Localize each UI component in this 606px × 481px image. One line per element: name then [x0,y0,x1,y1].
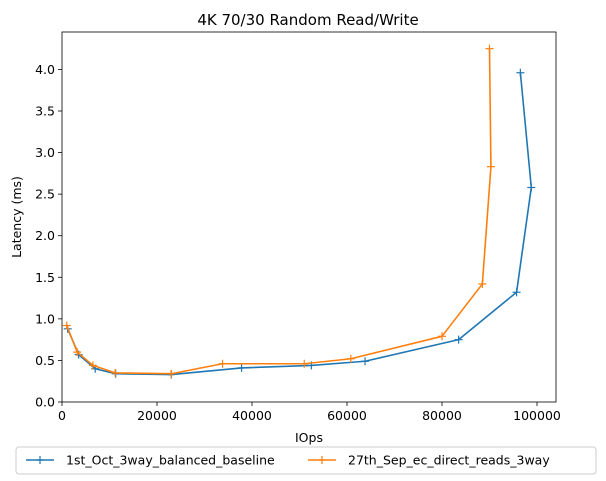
y-tick-label: 2.5 [35,187,55,202]
y-tick-label: 1.5 [35,270,55,285]
legend-label: 27th_Sep_ec_direct_reads_3way [348,453,550,468]
legend-label: 1st_Oct_3way_balanced_baseline [66,453,275,468]
y-tick-label: 2.0 [35,228,55,243]
series-line [66,72,533,376]
data-point [438,332,446,341]
legend-entry-1: 1st_Oct_3way_balanced_baseline [26,453,275,468]
data-point [73,348,82,357]
x-tick-label: 60000 [327,408,367,423]
series-1 [63,68,536,379]
series-2 [62,44,495,378]
data-point [478,279,487,288]
data-point [167,369,176,378]
y-tick-label: 3.5 [35,103,55,118]
y-axis-label: Latency (ms) [9,176,24,258]
y-tick-label: 0.0 [35,395,55,410]
x-axis-label: IOps [295,430,323,445]
x-tick-label: 40000 [232,408,272,423]
legend: 1st_Oct_3way_balanced_baseline 27th_Sep_e… [15,446,597,475]
series-line [66,48,492,375]
data-point [516,68,525,77]
legend-entry-2: 27th_Sep_ec_direct_reads_3way [308,453,550,468]
data-point [300,359,309,368]
data-point [62,321,71,330]
x-tick-label: 100000 [513,408,561,423]
x-tick-label: 20000 [137,408,177,423]
data-point [485,44,494,53]
legend-frame [15,446,597,475]
y-tick-label: 4.0 [35,62,55,77]
y-tick-label: 1.0 [35,311,55,326]
plot-area [61,31,557,403]
x-tick-label: 0 [58,408,66,423]
y-tick-label: 3.0 [35,145,55,160]
data-point [88,361,97,370]
y-axis: 0.0 0.5 1.0 1.5 2.0 2.5 3.0 3.5 4.0 [35,62,62,410]
data-point [346,354,355,363]
data-point [361,357,370,366]
data-point [218,359,227,368]
x-tick-label: 80000 [422,408,462,423]
chart-title: 4K 70/30 Random Read/Write [197,11,418,29]
series-layer [62,44,536,379]
data-point [486,162,495,171]
data-point [527,183,536,192]
x-axis: 0 20000 40000 60000 80000 100000 [58,402,561,423]
data-point [237,363,246,372]
y-tick-label: 0.5 [35,353,55,368]
data-point [512,288,521,297]
data-point [454,335,463,344]
data-point [111,368,120,377]
